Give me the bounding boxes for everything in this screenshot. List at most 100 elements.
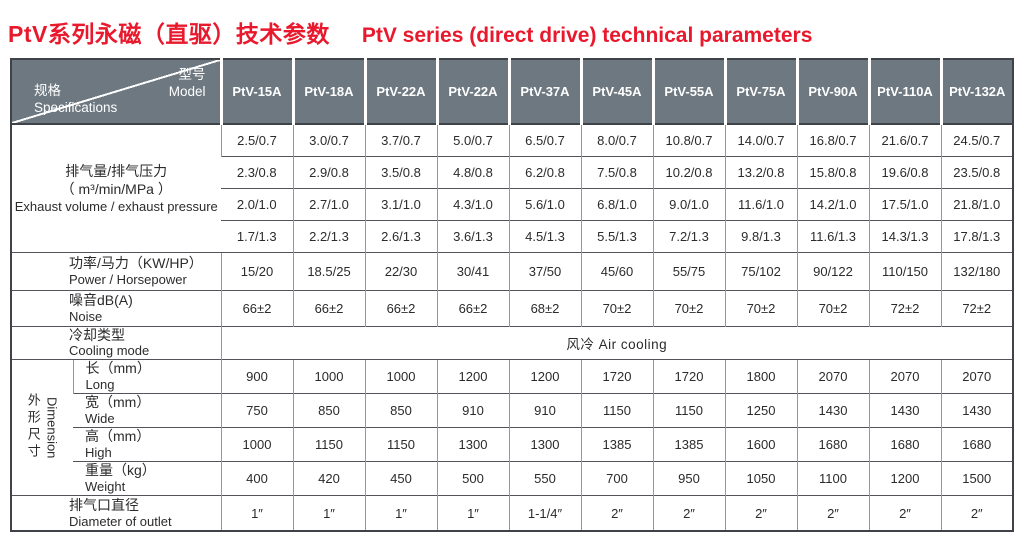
noise-label: 噪音dB(A) Noise bbox=[11, 289, 221, 326]
value-cell: 1-1/4″ bbox=[508, 494, 581, 532]
value-cell: 1430 bbox=[796, 392, 869, 428]
value-cell: 750 bbox=[220, 392, 293, 428]
power-label-en: Power / Horsepower bbox=[69, 271, 187, 287]
value-cell: 910 bbox=[508, 392, 581, 428]
value-cell: 2070 bbox=[868, 358, 941, 394]
page-title-en: PtV series (direct drive) technical para… bbox=[361, 24, 813, 47]
value-cell: 70±2 bbox=[724, 289, 797, 326]
value-cell: 910 bbox=[436, 392, 509, 428]
value-cell: 72±2 bbox=[868, 289, 941, 326]
value-cell: 70±2 bbox=[580, 289, 653, 326]
value-cell: 1150 bbox=[364, 426, 437, 462]
value-cell: 14.2/1.0 bbox=[796, 187, 869, 220]
value-cell: 5.5/1.3 bbox=[580, 219, 653, 252]
cooling-label: 冷却类型 Cooling mode bbox=[11, 325, 221, 360]
noise-label-zh: 噪音dB(A) bbox=[69, 291, 133, 308]
value-cell: 7.2/1.3 bbox=[652, 219, 725, 252]
value-cell: 2.5/0.7 bbox=[220, 123, 293, 156]
value-cell: 1050 bbox=[724, 460, 797, 496]
model-header-cell: PtV-75A bbox=[723, 59, 797, 125]
corner-model-en: Model bbox=[168, 83, 206, 99]
value-cell: 3.7/0.7 bbox=[364, 123, 437, 156]
corner-spec-en: Specifications bbox=[34, 100, 118, 116]
value-cell: 15.8/0.8 bbox=[796, 155, 869, 188]
value-cell: 17.8/1.3 bbox=[940, 219, 1013, 252]
exhaust-row-1.0MPa: 2.0/1.0 2.7/1.0 3.1/1.0 4.3/1.0 5.6/1.0 6.8/1… bbox=[11, 187, 1013, 220]
value-cell: 66±2 bbox=[220, 289, 293, 326]
cooling-row: 冷却类型 Cooling mode 风冷 Air cooling bbox=[11, 325, 1013, 360]
value-cell: 2070 bbox=[940, 358, 1013, 394]
value-cell: 37/50 bbox=[508, 251, 581, 290]
value-cell: 1″ bbox=[364, 494, 437, 532]
exhaust-label-en: Exhaust volume / exhaust pressure bbox=[14, 198, 218, 214]
value-cell: 55/75 bbox=[652, 251, 725, 290]
model-header-cell: PtV-55A bbox=[651, 59, 725, 125]
value-cell: 75/102 bbox=[724, 251, 797, 290]
value-cell: 10.2/0.8 bbox=[652, 155, 725, 188]
value-cell: 1385 bbox=[652, 426, 725, 462]
value-cell: 4.8/0.8 bbox=[436, 155, 509, 188]
value-cell: 2.3/0.8 bbox=[221, 155, 293, 188]
value-cell: 21.8/1.0 bbox=[940, 187, 1013, 220]
value-cell: 2.7/1.0 bbox=[292, 187, 365, 220]
dim-wide-label: 宽（mm） Wide bbox=[73, 392, 221, 428]
value-cell: 500 bbox=[436, 460, 509, 496]
value-cell: 4.5/1.3 bbox=[508, 219, 581, 252]
model-header-cell: PtV-90A bbox=[795, 59, 869, 125]
value-cell: 2.6/1.3 bbox=[364, 219, 437, 252]
value-cell: 1″ bbox=[436, 494, 509, 532]
value-cell: 2.2/1.3 bbox=[292, 219, 365, 252]
value-cell: 1430 bbox=[868, 392, 941, 428]
value-cell: 1680 bbox=[796, 426, 869, 462]
cooling-value: 风冷 Air cooling bbox=[220, 325, 1013, 360]
cooling-label-en: Cooling mode bbox=[69, 343, 150, 359]
value-cell: 5.6/1.0 bbox=[508, 187, 581, 220]
outlet-label-zh: 排气口直径 bbox=[69, 496, 139, 513]
dimension-row-weight: 重量（kg） Weight 400 420 450 500 550 700 950 1050 1… bbox=[11, 460, 1013, 496]
value-cell: 1800 bbox=[724, 358, 797, 394]
exhaust-row-0.7MPa: 排气量/排气压力 （ m³/min/MPa ） Exhaust volume /… bbox=[11, 123, 1013, 252]
value-cell: 1000 bbox=[292, 358, 365, 394]
value-cell: 1″ bbox=[220, 494, 293, 532]
value-cell: 2″ bbox=[652, 494, 725, 532]
value-cell: 24.5/0.7 bbox=[940, 123, 1013, 156]
corner-spec-zh: 规格 bbox=[34, 83, 61, 99]
value-cell: 700 bbox=[580, 460, 653, 496]
outlet-label-en: Diameter of outlet bbox=[69, 513, 172, 529]
value-cell: 900 bbox=[220, 358, 293, 394]
value-cell: 2″ bbox=[868, 494, 941, 532]
exhaust-row-1.3MPa: 1.7/1.3 2.2/1.3 2.6/1.3 3.6/1.3 4.5/1.3 5.5/1… bbox=[11, 219, 1013, 252]
value-cell: 2″ bbox=[580, 494, 653, 532]
value-cell: 1000 bbox=[220, 426, 293, 462]
value-cell: 2″ bbox=[724, 494, 797, 532]
value-cell: 950 bbox=[652, 460, 725, 496]
value-cell: 70±2 bbox=[796, 289, 869, 326]
value-cell: 6.5/0.7 bbox=[508, 123, 581, 156]
value-cell: 850 bbox=[292, 392, 365, 428]
value-cell: 2″ bbox=[940, 494, 1013, 532]
value-cell: 1100 bbox=[796, 460, 869, 496]
dimension-group-zh: 外形尺寸 bbox=[25, 393, 41, 462]
value-cell: 1150 bbox=[292, 426, 365, 462]
value-cell: 21.6/0.7 bbox=[868, 123, 941, 156]
value-cell: 16.8/0.7 bbox=[796, 123, 869, 156]
dimension-group-label: 外形尺寸 Dimension bbox=[11, 358, 73, 496]
value-cell: 132/180 bbox=[940, 251, 1013, 290]
value-cell: 1300 bbox=[508, 426, 581, 462]
dimension-row-wide: 宽（mm） Wide 750 850 850 910 910 1150 1150 1250 14… bbox=[11, 392, 1013, 428]
value-cell: 8.0/0.7 bbox=[580, 123, 653, 156]
cooling-label-zh: 冷却类型 bbox=[69, 326, 125, 343]
dim-weight-label: 重量（kg） Weight bbox=[73, 460, 221, 496]
model-header-cell: PtV-18A bbox=[291, 59, 365, 125]
value-cell: 1680 bbox=[940, 426, 1013, 462]
value-cell: 15/20 bbox=[220, 251, 293, 290]
value-cell: 1430 bbox=[940, 392, 1013, 428]
value-cell: 70±2 bbox=[652, 289, 725, 326]
value-cell: 1300 bbox=[436, 426, 509, 462]
corner-spec-label: 规格 Specifications bbox=[34, 83, 117, 117]
value-cell: 1″ bbox=[292, 494, 365, 532]
value-cell: 66±2 bbox=[436, 289, 509, 326]
power-row: 功率/马力（KW/HP） Power / Horsepower 15/20 18.… bbox=[11, 251, 1013, 290]
dim-long-label: 长（mm） Long bbox=[72, 358, 221, 394]
value-cell: 550 bbox=[508, 460, 581, 496]
